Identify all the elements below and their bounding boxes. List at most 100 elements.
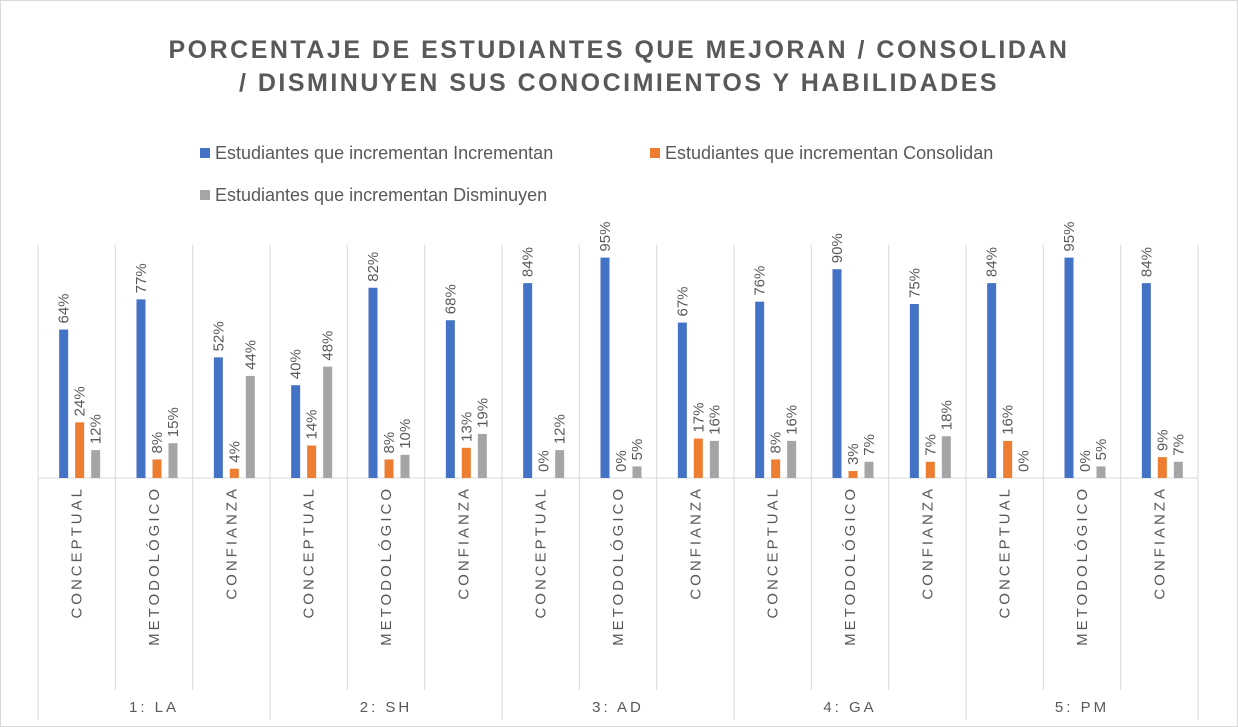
bar xyxy=(136,299,146,478)
x-tick-label: CONCEPTUAL xyxy=(301,486,318,619)
x-tick-label: CONCEPTUAL xyxy=(69,486,86,619)
data-label: 82% xyxy=(365,252,382,282)
bar xyxy=(523,283,533,478)
data-label: 5% xyxy=(1093,439,1110,461)
bar xyxy=(1173,461,1183,478)
x-tick-label: METODOLÓGICO xyxy=(1074,486,1091,646)
x-tick-label: CONFIANZA xyxy=(687,486,704,600)
bar xyxy=(400,454,410,478)
chart-title: / DISMINUYEN SUS CONOCIMIENTOS Y HABILID… xyxy=(239,69,999,97)
data-label: 3% xyxy=(845,443,862,465)
data-label: 12% xyxy=(552,414,569,444)
data-label: 48% xyxy=(320,331,337,361)
chart-title: PORCENTAJE DE ESTUDIANTES QUE MEJORAN / … xyxy=(168,36,1069,64)
data-label: 9% xyxy=(1154,429,1171,451)
bar xyxy=(909,304,919,478)
bar xyxy=(291,385,301,478)
bar xyxy=(677,322,687,478)
bar xyxy=(445,320,455,478)
bar xyxy=(600,257,610,478)
bar xyxy=(987,283,997,478)
bar xyxy=(461,447,471,478)
x-tick-label: CONCEPTUAL xyxy=(765,486,782,619)
legend-swatch xyxy=(650,148,660,158)
data-label: 7% xyxy=(861,434,878,456)
data-label: 18% xyxy=(938,400,955,430)
x-tick-label: CONFIANZA xyxy=(919,486,936,600)
data-label: 84% xyxy=(984,247,1001,277)
group-label: 1: LA xyxy=(129,699,179,716)
bar xyxy=(384,459,394,478)
bar xyxy=(368,287,378,478)
data-label: 0% xyxy=(1016,450,1033,472)
x-tick-label: METODOLÓGICO xyxy=(610,486,627,646)
x-tick-label: CONFIANZA xyxy=(1151,486,1168,600)
data-label: 17% xyxy=(690,403,707,433)
data-label: 40% xyxy=(288,349,305,379)
data-label: 4% xyxy=(226,441,243,463)
x-tick-label: METODOLÓGICO xyxy=(146,486,163,646)
bar xyxy=(1064,257,1074,478)
data-label: 90% xyxy=(829,233,846,263)
bar xyxy=(477,433,487,478)
group-label: 5: PM xyxy=(1055,699,1109,716)
data-label: 8% xyxy=(149,432,166,454)
bar xyxy=(323,366,333,478)
bar xyxy=(1003,440,1013,478)
bar xyxy=(59,329,69,478)
data-label: 12% xyxy=(88,414,105,444)
x-tick-label: CONCEPTUAL xyxy=(997,486,1014,619)
data-label: 24% xyxy=(72,386,89,416)
legend-swatch xyxy=(200,148,210,158)
data-label: 13% xyxy=(458,412,475,442)
bar xyxy=(848,471,858,478)
x-tick-label: CONFIANZA xyxy=(223,486,240,600)
data-label: 16% xyxy=(706,405,723,435)
data-label: 52% xyxy=(210,321,227,351)
bar xyxy=(213,357,223,478)
bar xyxy=(787,440,797,478)
bar xyxy=(1141,283,1151,478)
bar xyxy=(1096,466,1106,478)
x-tick-label: CONCEPTUAL xyxy=(533,486,550,619)
data-label: 16% xyxy=(784,405,801,435)
data-label: 77% xyxy=(133,263,150,293)
bar xyxy=(925,461,935,478)
data-label: 95% xyxy=(597,222,614,252)
data-label: 0% xyxy=(536,450,553,472)
data-label: 7% xyxy=(1170,434,1187,456)
data-label: 7% xyxy=(922,434,939,456)
data-label: 8% xyxy=(768,432,785,454)
bar xyxy=(91,450,101,478)
data-label: 84% xyxy=(1138,247,1155,277)
group-label: 4: GA xyxy=(823,699,876,716)
bar xyxy=(709,440,719,478)
bar xyxy=(152,459,162,478)
x-tick-label: METODOLÓGICO xyxy=(842,486,859,646)
bar xyxy=(693,438,703,478)
bar xyxy=(229,468,239,478)
data-label: 8% xyxy=(381,432,398,454)
data-label: 76% xyxy=(752,266,769,296)
data-label: 68% xyxy=(442,284,459,314)
bar xyxy=(832,269,842,478)
data-label: 0% xyxy=(1077,450,1094,472)
data-label: 5% xyxy=(629,439,646,461)
data-label: 84% xyxy=(520,247,537,277)
x-tick-label: METODOLÓGICO xyxy=(378,486,395,646)
bar xyxy=(941,436,951,478)
bar xyxy=(864,461,874,478)
legend-label: Estudiantes que incrementan Disminuyen xyxy=(215,185,547,205)
data-label: 0% xyxy=(613,450,630,472)
group-label: 3: AD xyxy=(592,699,644,716)
bar xyxy=(555,450,565,478)
data-label: 15% xyxy=(165,407,182,437)
data-label: 64% xyxy=(56,293,73,323)
data-label: 44% xyxy=(242,340,259,370)
data-label: 16% xyxy=(1000,405,1017,435)
data-label: 75% xyxy=(906,268,923,298)
group-label: 2: SH xyxy=(360,699,413,716)
legend-label: Estudiantes que incrementan Consolidan xyxy=(665,143,993,163)
